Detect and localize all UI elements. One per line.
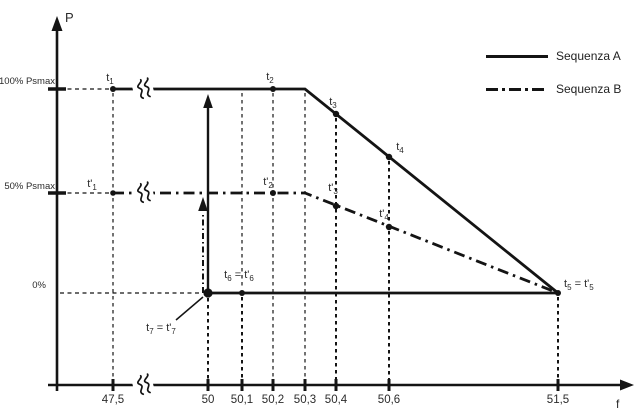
point-label-t1p: t'1 [87,178,97,192]
point-label-t2p: t'2 [263,176,273,190]
x-tick-label: 47,5 [102,394,124,406]
axis-break-icon [130,372,156,397]
legend-item-sequenza-a: Sequenza A [486,49,621,63]
legend-item-sequenza-b: Sequenza B [486,82,621,96]
x-tick-label: 50,3 [294,394,316,406]
x-tick-label: 50,2 [262,394,284,406]
point-t5-t5p [555,290,561,296]
callout-line [175,296,204,321]
x-axis-title: f [616,397,620,411]
point-t4p [385,223,393,231]
point-label-t4: t4 [396,141,404,155]
point-label-t7-t7p: t7 = t'7 [146,322,176,336]
y-level-label: 0% [32,280,46,291]
point-label-t2: t2 [266,71,274,85]
x-tick-label: 51,5 [547,394,569,406]
point-t6-t6p [239,290,245,296]
point-label-t1: t1 [106,72,114,86]
axis-break-icon [130,76,156,101]
legend-solid-line-icon [486,54,548,58]
x-tick-label: 50,4 [325,394,348,406]
point-t7-t7p [203,288,213,298]
point-label-t5-t5p: t5 = t'5 [564,278,594,292]
annotation-arrowhead-solid [203,94,213,108]
y-axis-arrowhead [51,16,63,31]
point-t3p [332,202,340,210]
x-tick-label: 50,6 [378,394,400,406]
legend-label-sequenza-b: Sequenza B [556,82,622,96]
point-label-t3p: t'3 [328,182,338,196]
point-label-t4p: t'4 [379,208,389,222]
point-t1 [110,86,116,92]
point-t3 [332,110,340,118]
point-t1p [110,190,116,196]
point-label-t3: t3 [329,96,337,110]
y-level-label: 100% Psmax [0,76,55,87]
legend-label-sequenza-a: Sequenza A [556,49,621,63]
annotation-arrowhead-dash-dot [198,197,208,211]
series-line-sequenza-b [113,191,559,295]
point-t4 [385,153,393,161]
point-t2p [270,190,276,196]
x-tick-label: 50 [202,394,215,406]
series-line-sequenza-a [113,87,559,295]
legend-dashdot-line-icon [486,87,548,91]
point-t2 [270,86,276,92]
x-axis-arrowhead [620,379,634,391]
axis-break-icon [130,180,156,205]
y-level-label: 50% Psmax [4,181,55,192]
point-label-t6-t6p: t6 = t'6 [224,269,254,283]
y-axis-title: P [65,10,74,25]
x-tick-label: 50,1 [231,394,253,406]
